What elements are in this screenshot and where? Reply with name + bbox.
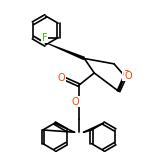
Text: O: O xyxy=(122,70,130,80)
Text: O: O xyxy=(58,73,65,83)
Polygon shape xyxy=(33,38,85,60)
Text: F: F xyxy=(42,33,47,43)
Text: O: O xyxy=(125,71,132,81)
Text: O: O xyxy=(71,97,79,107)
